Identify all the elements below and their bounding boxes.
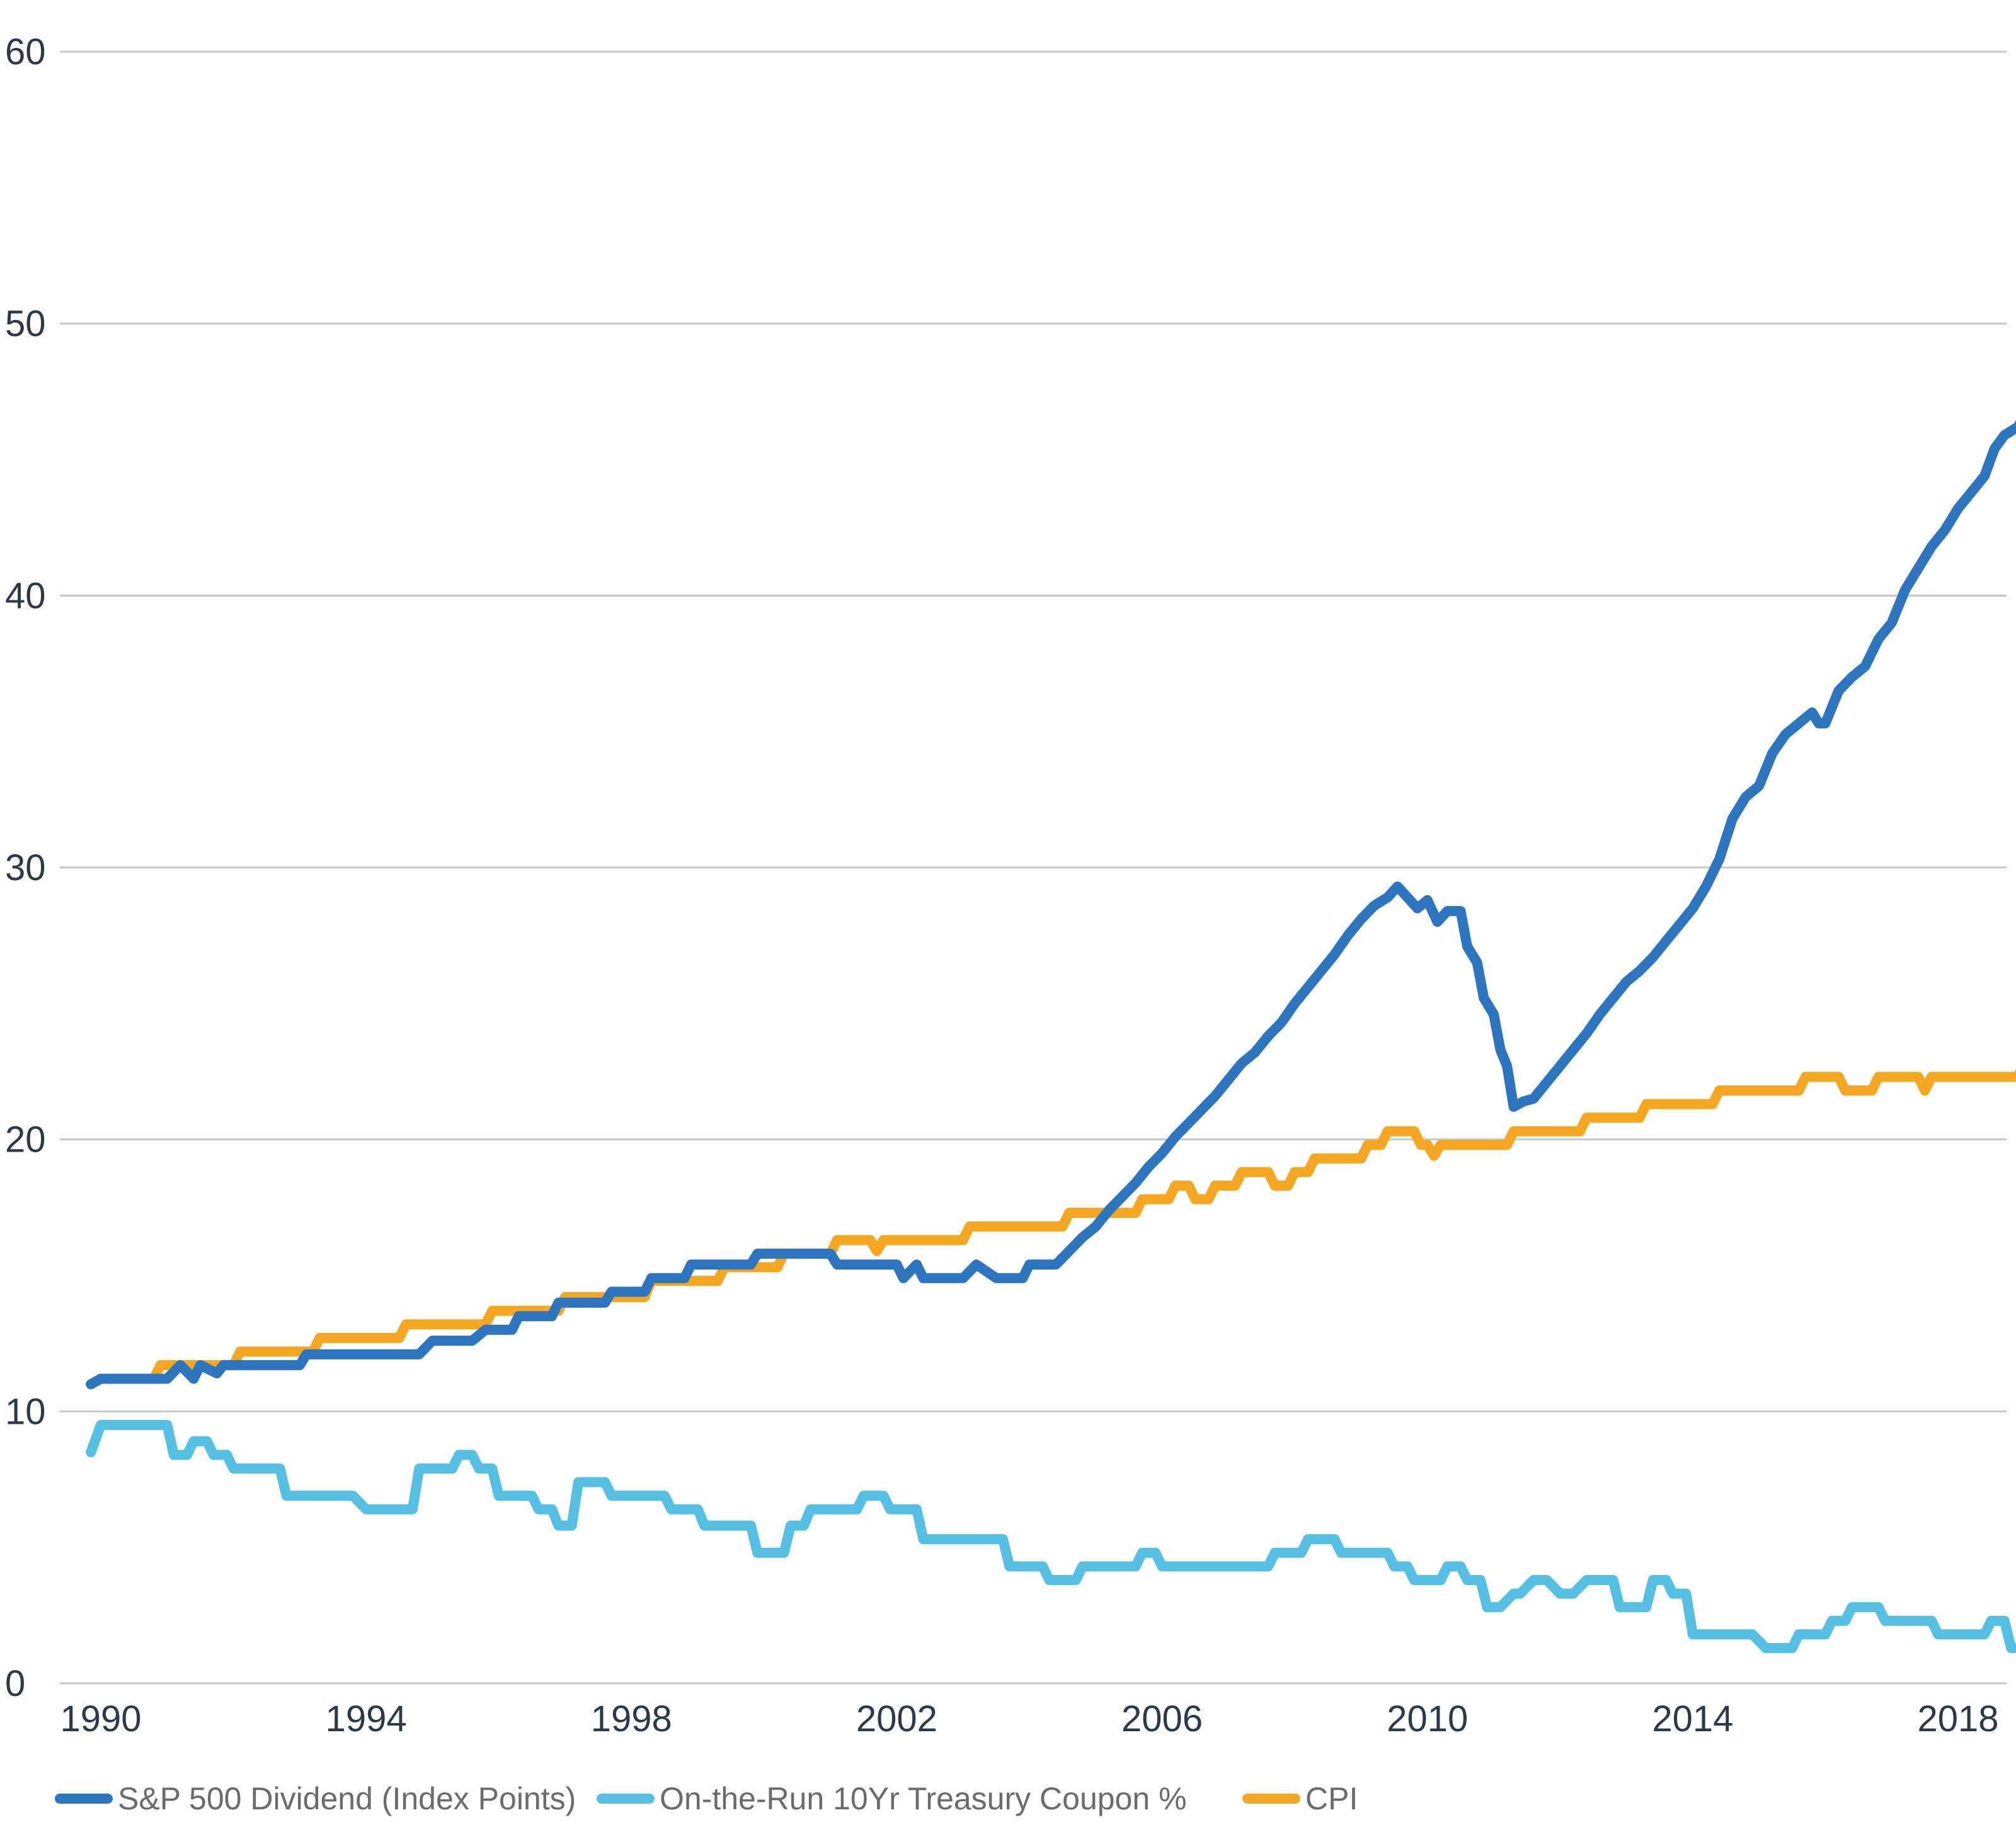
- x-tick-label: 2010: [1387, 1698, 1468, 1739]
- x-tick-label: 1990: [60, 1698, 141, 1739]
- x-axis-tick-labels: 1990 1994 1998 2002 2006 2010 2014 2018: [60, 1698, 1998, 1739]
- y-tick-label: 20: [5, 1120, 46, 1160]
- series-lines: [86, 420, 2016, 1653]
- x-tick-label: 1994: [326, 1698, 407, 1739]
- legend-label-cpi: CPI: [1305, 1781, 1358, 1816]
- y-tick-label: 10: [5, 1391, 46, 1432]
- legend-label-s-p-500-dividend-index-points: S&P 500 Dividend (Index Points): [118, 1781, 576, 1816]
- y-tick-label: 60: [5, 31, 46, 72]
- x-tick-label: 2002: [856, 1698, 937, 1739]
- gridlines: [60, 50, 2007, 1685]
- x-tick-label: 1998: [591, 1698, 672, 1739]
- series-line-s-p-500-dividend-index-points: [86, 420, 2016, 1390]
- y-tick-label: 0: [5, 1663, 25, 1704]
- legend: S&P 500 Dividend (Index Points) On-the-Ru…: [55, 1781, 1358, 1816]
- series-line-on-the-run-10yr-treasury-coupon: [86, 1419, 2016, 1653]
- series-line-cpi: [86, 1068, 2016, 1390]
- legend-label-on-the-run-10yr-treasury-coupon: On-the-Run 10Yr Treasury Coupon %: [660, 1781, 1187, 1816]
- y-axis-tick-labels: 0 10 20 30 40 50 60: [5, 31, 46, 1704]
- y-tick-label: 30: [5, 847, 46, 888]
- y-tick-label: 50: [5, 304, 46, 345]
- x-tick-label: 2018: [1917, 1698, 1998, 1739]
- x-tick-label: 2006: [1121, 1698, 1203, 1739]
- y-tick-label: 40: [5, 575, 46, 616]
- x-tick-label: 2014: [1652, 1698, 1733, 1739]
